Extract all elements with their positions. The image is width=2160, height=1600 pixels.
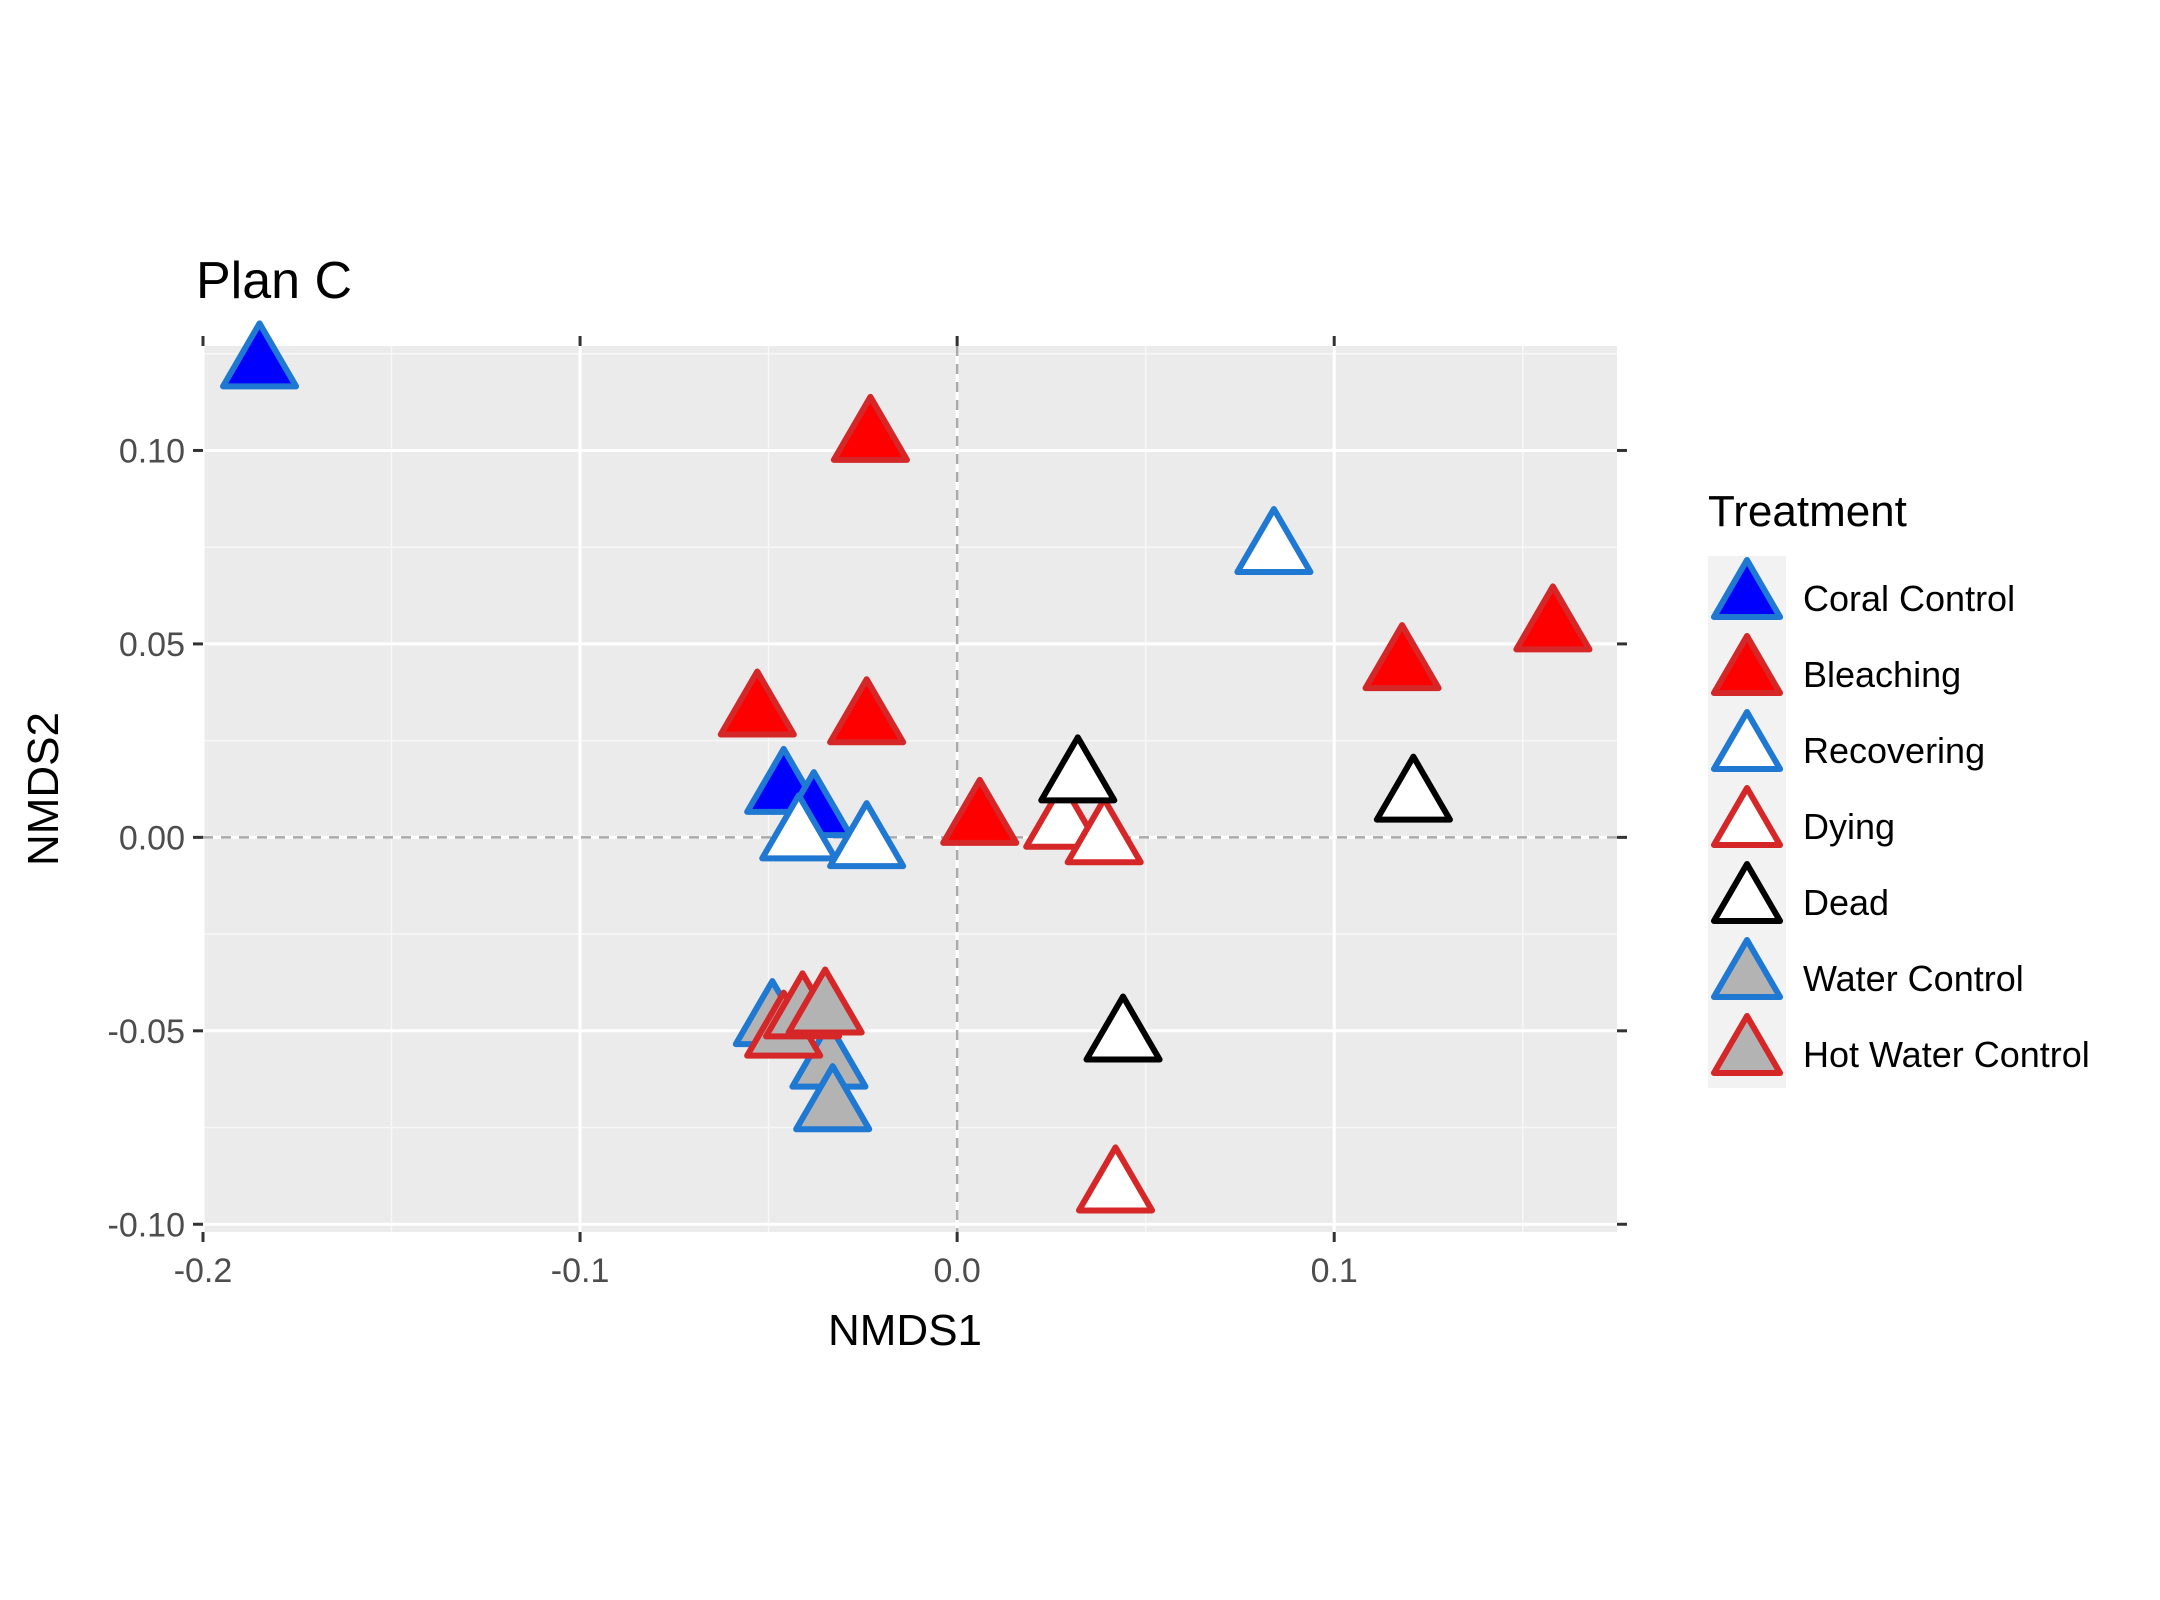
legend-key-coral-control [1710,557,1784,620]
axes: -0.2 -0.1 0.0 0.1 -0.10 -0.05 0.00 0.05 0.10 [108,336,1627,1290]
legend-key-water-control [1710,937,1784,1000]
y-axis-title: NMDS2 [19,712,68,866]
x-tick-label: 0.0 [934,1252,981,1290]
point-dying [1075,1144,1156,1214]
legend-label-water-control: Water Control [1803,958,2024,999]
point-dying [1064,796,1144,866]
legend-label-hot-water-control: Hot Water Control [1803,1034,2090,1075]
legend-key-recovering [1710,709,1784,772]
point-bleaching [827,676,907,746]
legend-label-dying: Dying [1803,806,1895,847]
legend-label-bleaching: Bleaching [1803,654,1961,695]
point-hot-water-control [785,966,865,1036]
legend-label-recovering: Recovering [1803,730,1985,771]
plot-panel [203,346,1617,1232]
point-bleaching [717,668,797,738]
y-tick-label: 0.00 [119,819,185,857]
point-dead [1373,753,1453,823]
legend-label-coral-control: Coral Control [1803,578,2015,619]
point-bleaching [1513,583,1593,653]
point-dying [1023,780,1103,850]
legend-key-dead [1710,861,1784,924]
point-water-control [793,1063,873,1133]
x-tick-label: -0.2 [174,1252,233,1290]
legend-key-dying [1710,785,1784,848]
x-axis-title: NMDS1 [828,1306,982,1355]
point-coral-control [220,320,300,390]
point-bleaching [1362,622,1442,692]
reference-lines [203,346,1617,1232]
y-tick-label: -0.05 [108,1013,186,1051]
point-recovering [827,800,907,870]
point-bleaching [830,393,910,463]
point-bleaching [940,776,1020,846]
point-dead [1038,734,1118,804]
y-tick-label: 0.10 [119,432,185,470]
y-tick-label: 0.05 [119,626,185,664]
legend-key-bleaching [1710,633,1784,696]
chart-title: Plan C [196,252,352,310]
point-recovering [759,792,839,862]
legend-title: Treatment [1708,487,1907,536]
legend-label-dead: Dead [1803,882,1889,923]
point-dead [1083,993,1163,1063]
x-tick-label: -0.1 [551,1252,610,1290]
x-tick-label: 0.1 [1311,1252,1358,1290]
y-tick-label: -0.10 [108,1206,186,1244]
legend-key-hot-water-control [1710,1013,1784,1076]
legend: Treatment Coral Control Bleaching Recoveri… [1708,487,2090,1088]
data-points [220,320,1593,1214]
point-recovering [1234,506,1314,576]
